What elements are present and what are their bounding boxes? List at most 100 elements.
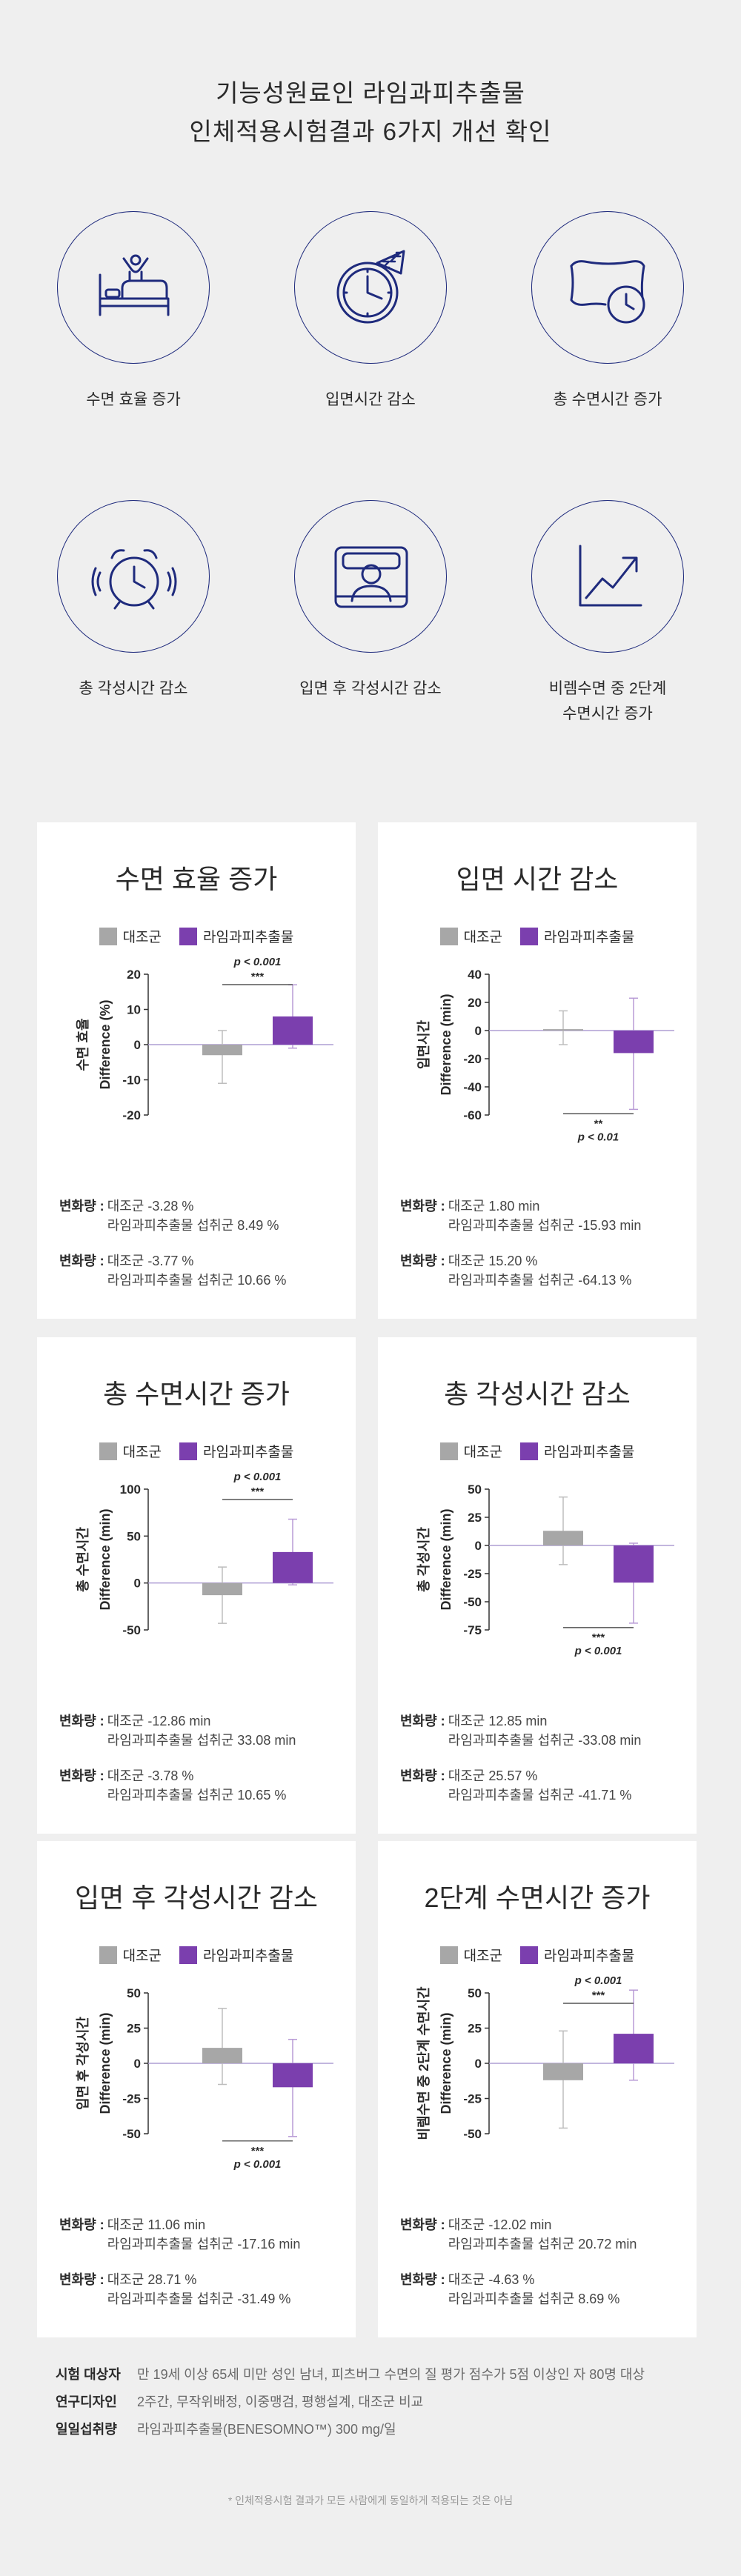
chart-panel-waso: 입면 후 각성시간 감소 대조군 라임과피추출물 입면 후 각성시간 Differ… [37, 1841, 356, 2337]
y-axis-title-1: 입면 후 각성시간 [75, 2017, 90, 2110]
p-value-label: p < 0.001 [233, 956, 282, 968]
info-row-subjects: 시험 대상자 만 19세 이상 65세 미만 성인 남녀, 피츠버그 수면의 질 … [56, 2360, 693, 2387]
header-line-2: 인체적용시험결과 6가지 개선 확인 [189, 118, 552, 145]
stat-key: 변화량 : [59, 2272, 104, 2287]
stat-key: 변화량 : [59, 1768, 104, 1783]
info-key: 일일섭취량 [56, 2421, 117, 2437]
bar-chart: 입면시간 Difference (min) 40 20 0 -20 -40 -60 **p < … [416, 968, 674, 1143]
benefit-item-sleep-efficiency: 수면 효율 증가 [15, 211, 252, 413]
footnote: * 인체적용시험 결과가 모든 사람에게 동일하게 적용되는 것은 아님 [227, 2495, 514, 2506]
bar-control [543, 1531, 583, 1545]
p-value-label: p < 0.01 [577, 1131, 619, 1143]
change-stats: 변화량 : 대조군 11.06 min 라임과피추출물 섭취군 -17.16 min… [59, 2215, 348, 2325]
legend-label-control: 대조군 [463, 1445, 503, 1460]
stat-line-treatment: 라임과피추출물 섭취군 10.65 % [107, 1788, 287, 1803]
legend-label-control: 대조군 [463, 930, 503, 945]
y-tick-label: -50 [463, 2127, 482, 2141]
significance-stars: *** [592, 1631, 605, 1644]
y-axis-title-2: Difference (min) [439, 994, 453, 1095]
bar-chart: 비렘수면 중 2단계 수면시간 Difference (min) 50 25 0 -25 -… [416, 1974, 674, 2141]
benefit-label: 총 각성시간 감소 [79, 680, 188, 697]
legend-swatch-treatment [520, 927, 539, 945]
y-tick-label: 50 [127, 1529, 141, 1543]
significance-stars: *** [251, 1485, 265, 1498]
p-value-label: p < 0.001 [233, 1471, 282, 1483]
chart-legend: 대조군 라임과피추출물 [37, 1945, 356, 1965]
y-tick-label: 40 [468, 968, 482, 982]
legend-swatch-treatment [520, 1946, 539, 1964]
info-row-dose: 일일섭취량 라임과피추출물(BENESOMNO™) 300 mg/일 [56, 2414, 693, 2442]
bar-treatment [273, 1016, 313, 1045]
stat-line-treatment: 라임과피추출물 섭취군 -15.93 min [448, 1218, 642, 1233]
significance-stars: *** [251, 971, 265, 983]
legend-item-treatment: 라임과피추출물 [520, 1945, 634, 1965]
stat-line-control: 대조군 -12.86 min [107, 1714, 211, 1728]
benefit-item-n2-sleep: 비렘수면 중 2단계 수면시간 증가 [489, 500, 726, 727]
benefit-label: 입면 후 각성시간 감소 [299, 680, 442, 697]
p-value-label: p < 0.001 [574, 1974, 622, 1987]
stat-line-control: 대조군 -3.28 % [107, 1199, 194, 1214]
stat-line-treatment: 라임과피추출물 섭취군 -33.08 min [448, 1733, 642, 1748]
stat-line-control: 대조군 15.20 % [448, 1254, 538, 1268]
stat-line-control: 대조군 25.57 % [448, 1768, 538, 1783]
alarm-clock-icon [91, 549, 177, 610]
legend-item-control: 대조군 [99, 926, 162, 946]
legend-swatch-treatment [179, 927, 198, 945]
significance-stars: *** [592, 1989, 605, 2002]
bar-chart: 입면 후 각성시간 Difference (min) 50 25 0 -25 -50 ***p… [75, 1986, 333, 2171]
chart-legend: 대조군 라임과피추출물 [37, 1441, 356, 1461]
study-info: 시험 대상자 만 19세 이상 65세 미만 성인 남녀, 피츠버그 수면의 질 … [56, 2360, 693, 2442]
benefit-label: 총 수면시간 증가 [553, 391, 662, 408]
stat-line-treatment: 라임과피추출물 섭취군 10.66 % [107, 1273, 287, 1288]
benefit-label: 수면 효율 증가 [86, 391, 181, 408]
y-tick-label: 0 [475, 1024, 482, 1038]
stat-key: 변화량 : [400, 1714, 445, 1728]
bar-chart: 수면 효율 Difference (%) 20 10 0 -10 -20 *** p < 0.0… [76, 956, 333, 1122]
y-tick-label: 0 [475, 2057, 482, 2071]
legend-label-control: 대조군 [122, 1948, 162, 1964]
stat-key: 변화량 : [400, 1254, 445, 1268]
benefit-item-total-sleep: 총 수면시간 증가 [489, 211, 726, 413]
stat-line-control: 대조군 11.06 min [107, 2217, 206, 2232]
legend-swatch-control [439, 927, 458, 945]
stat-key: 변화량 : [400, 1199, 445, 1214]
stat-line-treatment: 라임과피추출물 섭취군 -64.13 % [448, 1273, 632, 1288]
chart-legend: 대조군 라임과피추출물 [37, 926, 356, 946]
stat-row: 변화량 : 대조군 15.20 % 라임과피추출물 섭취군 -64.13 % [400, 1251, 689, 1290]
legend-item-control: 대조군 [439, 926, 503, 946]
benefit-circle [294, 500, 447, 653]
bar-treatment [614, 1545, 654, 1583]
bar-control [543, 1029, 583, 1031]
benefit-circle [531, 211, 684, 364]
benefit-item-total-wake: 총 각성시간 감소 [15, 500, 252, 702]
stat-line-treatment: 라임과피추출물 섭취군 -31.49 % [107, 2292, 291, 2306]
stat-key: 변화량 : [59, 2217, 104, 2232]
stat-line-treatment: 라임과피추출물 섭취군 20.72 min [448, 2237, 637, 2251]
chart-panel-sleep-latency: 입면 시간 감소 대조군 라임과피추출물 입면시간 Difference (min… [378, 822, 697, 1319]
stat-row: 변화량 : 대조군 -3.78 % 라임과피추출물 섭취군 10.65 % [59, 1766, 348, 1805]
legend-item-control: 대조군 [439, 1945, 502, 1965]
trend-up-icon [579, 545, 642, 607]
y-tick-label: 0 [134, 1577, 141, 1591]
y-tick-label: -40 [463, 1080, 482, 1094]
benefit-item-waso: 입면 후 각성시간 감소 [252, 500, 489, 702]
y-tick-label: 0 [475, 1539, 482, 1553]
info-value: 2주간, 무작위배정, 이중맹검, 평행설계, 대조군 비교 [137, 2394, 424, 2409]
change-stats: 변화량 : 대조군 -3.28 % 라임과피추출물 섭취군 8.49 % 변화량 :… [59, 1197, 348, 1306]
y-axis-title-1: 총 각성시간 [416, 1527, 431, 1592]
stat-row: 변화량 : 대조군 25.57 % 라임과피추출물 섭취군 -41.71 % [400, 1766, 689, 1805]
bar-treatment [273, 2063, 313, 2088]
y-axis-title-1: 수면 효율 [76, 1018, 90, 1071]
stat-line-control: 대조군 -3.77 % [107, 1254, 194, 1268]
legend-label-treatment: 라임과피추출물 [203, 930, 294, 945]
y-tick-label: -75 [463, 1623, 482, 1637]
benefit-circle [57, 211, 210, 364]
stat-row: 변화량 : 대조군 -4.63 % 라임과피추출물 섭취군 8.69 % [400, 2270, 689, 2309]
p-value-label: p < 0.001 [233, 2158, 282, 2171]
y-tick-label: 50 [127, 1986, 141, 2000]
significance-stars: ** [594, 1117, 603, 1130]
legend-label-treatment: 라임과피추출물 [203, 1948, 294, 1964]
stat-line-control: 대조군 28.71 % [107, 2272, 197, 2287]
clock-zzz-icon [336, 250, 405, 324]
bar-control [202, 1045, 242, 1056]
